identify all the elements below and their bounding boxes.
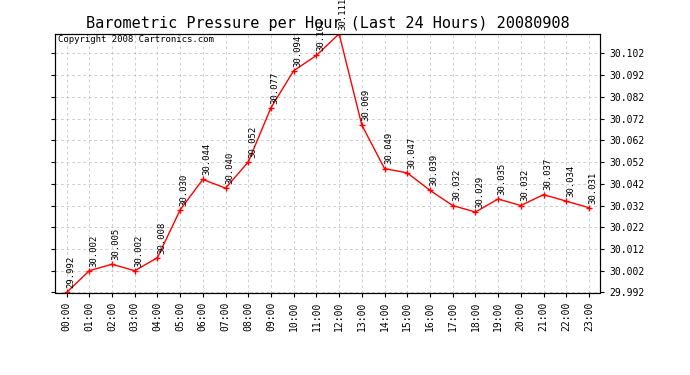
Text: 30.052: 30.052 [248,126,257,158]
Text: 30.039: 30.039 [430,154,439,186]
Text: 30.111: 30.111 [339,0,348,30]
Text: 30.101: 30.101 [316,19,325,51]
Text: 30.008: 30.008 [157,221,166,254]
Text: 30.049: 30.049 [384,132,393,164]
Text: 30.034: 30.034 [566,165,575,197]
Text: 30.077: 30.077 [270,71,279,104]
Text: 30.037: 30.037 [543,158,552,190]
Text: 30.035: 30.035 [497,163,506,195]
Text: 30.040: 30.040 [225,152,234,184]
Text: Copyright 2008 Cartronics.com: Copyright 2008 Cartronics.com [58,35,214,44]
Text: 30.005: 30.005 [112,228,121,260]
Text: 30.031: 30.031 [589,171,598,204]
Text: 30.032: 30.032 [453,169,462,201]
Text: 30.032: 30.032 [520,169,529,201]
Title: Barometric Pressure per Hour (Last 24 Hours) 20080908: Barometric Pressure per Hour (Last 24 Ho… [86,16,569,31]
Text: 29.992: 29.992 [66,256,75,288]
Text: 30.029: 30.029 [475,176,484,208]
Text: 30.002: 30.002 [135,234,144,267]
Text: 30.002: 30.002 [89,234,98,267]
Text: 30.094: 30.094 [293,34,302,66]
Text: 30.044: 30.044 [202,143,212,175]
Text: 30.069: 30.069 [362,88,371,121]
Text: 30.030: 30.030 [180,174,189,206]
Text: 30.047: 30.047 [407,136,416,169]
